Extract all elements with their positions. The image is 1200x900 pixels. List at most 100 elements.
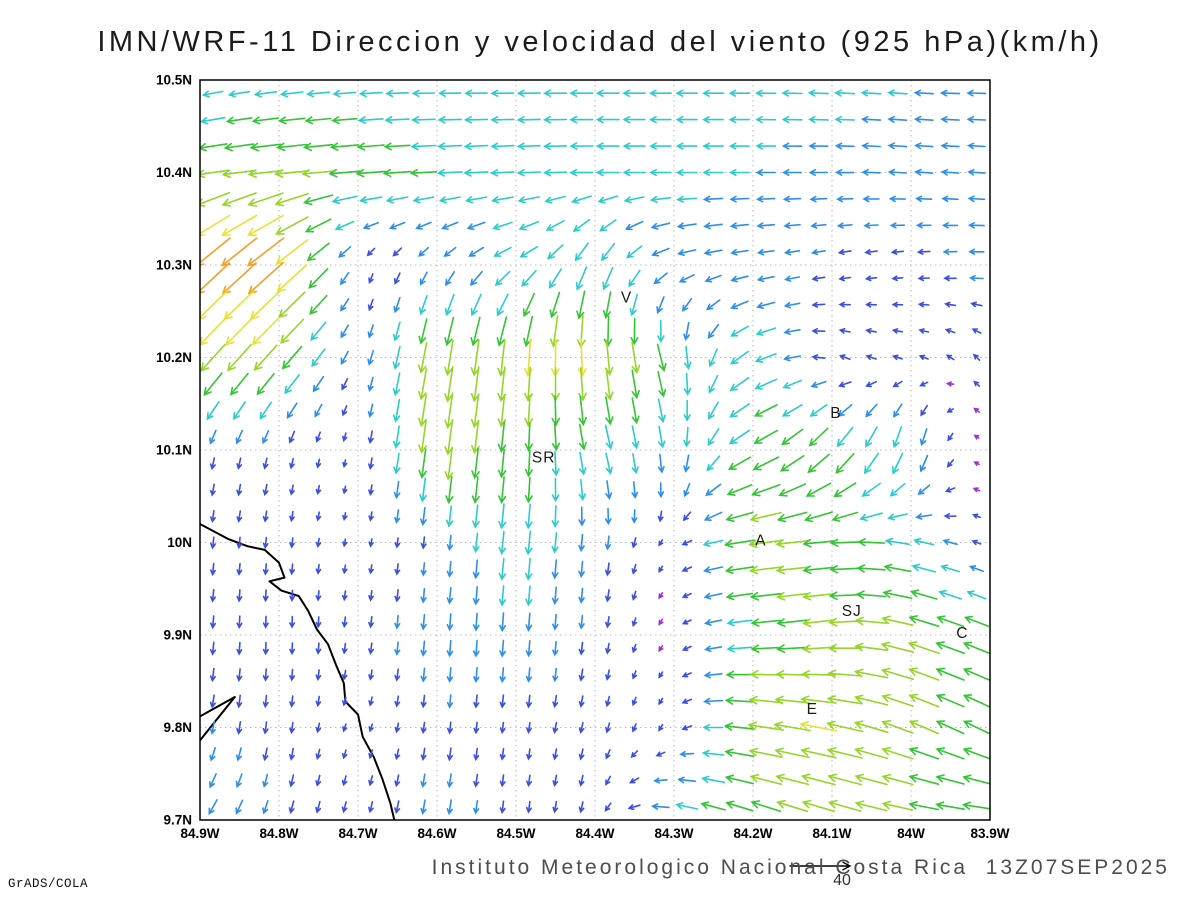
wind-arrow — [420, 667, 427, 683]
wind-arrow — [341, 590, 348, 602]
wind-arrow — [338, 246, 352, 258]
wind-arrow — [908, 774, 940, 785]
wind-arrow — [962, 747, 990, 760]
wind-arrow — [289, 642, 296, 656]
wind-arrow — [755, 169, 776, 176]
wind-arrow — [724, 565, 755, 575]
wind-arrow — [274, 193, 309, 207]
wind-arrow — [856, 564, 886, 573]
wind-arrow — [860, 89, 882, 97]
wind-arrow — [597, 195, 619, 204]
wind-arrow — [908, 747, 939, 760]
wind-arrow — [210, 615, 217, 630]
wind-arrow — [805, 482, 832, 497]
wind-arrow — [908, 667, 940, 681]
lon-tick-label: 84.9W — [180, 826, 219, 841]
wind-arrow — [604, 535, 611, 551]
wind-arrow — [631, 453, 639, 475]
wind-arrow — [724, 774, 755, 785]
wind-arrow — [605, 480, 613, 501]
wind-arrow — [810, 222, 827, 229]
wind-arrow — [552, 721, 559, 734]
wind-arrow — [756, 275, 775, 283]
wind-arrow — [225, 316, 254, 346]
wind-arrow — [703, 249, 723, 256]
wind-arrow — [368, 273, 374, 284]
wind-arrow — [828, 617, 862, 627]
wind-arrow — [973, 407, 980, 413]
wind-arrow — [578, 587, 585, 604]
wind-arrow — [966, 89, 987, 97]
plot-frame — [199, 79, 991, 821]
wind-arrow — [918, 354, 929, 360]
wind-arrow — [756, 222, 775, 229]
wind-arrow — [368, 538, 374, 548]
wind-arrow — [936, 615, 965, 627]
wind-arrow — [595, 168, 620, 177]
wind-arrow — [630, 317, 639, 346]
wind-arrow — [392, 398, 401, 423]
wind-arrow — [808, 116, 829, 124]
wind-arrow — [578, 533, 585, 553]
wind-arrow — [656, 296, 665, 314]
reference-arrow-glyph — [789, 861, 852, 871]
wind-arrow — [368, 696, 374, 707]
wind-arrow — [940, 116, 960, 123]
wind-arrow — [782, 379, 802, 389]
wind-arrow — [284, 374, 300, 395]
lon-tick-label: 84.1W — [812, 826, 851, 841]
wind-arrow — [966, 142, 986, 150]
wind-arrow — [579, 451, 587, 476]
wind-arrow — [525, 694, 532, 709]
wind-arrow — [752, 456, 780, 471]
wind-arrow — [315, 484, 322, 496]
wind-arrow — [935, 720, 965, 735]
wind-arrow — [658, 671, 664, 679]
wind-arrow — [799, 721, 838, 732]
wind-arrow — [444, 293, 455, 317]
wind-arrow — [315, 722, 322, 734]
wind-arrow — [946, 459, 954, 468]
wind-arrow — [575, 266, 588, 291]
wind-arrow — [418, 318, 428, 345]
wind-arrow — [914, 142, 934, 150]
wind-arrow — [623, 196, 645, 204]
wind-arrow — [315, 642, 322, 655]
wind-arrow — [682, 511, 692, 522]
wind-arrow — [935, 693, 965, 708]
wind-arrow — [341, 801, 348, 814]
wind-arrow — [200, 289, 229, 320]
wind-arrow — [569, 168, 594, 177]
wind-arrow — [289, 721, 295, 735]
wind-arrow — [941, 195, 959, 203]
reference-vector-label: 40 — [833, 872, 851, 889]
wind-arrow — [276, 142, 308, 152]
wind-arrow — [524, 422, 533, 452]
wind-arrow — [236, 641, 243, 656]
lon-tick-label: 84W — [897, 826, 925, 841]
wind-arrow — [552, 667, 559, 683]
wind-arrow — [446, 694, 454, 709]
wind-arrow — [749, 591, 782, 601]
wind-arrow — [626, 245, 643, 259]
wind-arrow — [631, 341, 641, 375]
reference-vector-arrow — [789, 861, 852, 871]
wind-arrow — [783, 328, 801, 335]
wind-arrow — [436, 168, 463, 177]
wind-arrow — [838, 381, 852, 388]
wind-arrow — [749, 511, 782, 523]
wind-arrow — [703, 592, 723, 600]
wind-arrow — [853, 747, 889, 760]
wind-arrow — [552, 748, 559, 761]
wind-arrow — [728, 169, 750, 176]
wind-arrow — [627, 804, 641, 811]
wind-arrow — [210, 588, 217, 603]
wind-arrow — [834, 89, 856, 97]
wind-arrow — [367, 430, 374, 445]
wind-arrow — [571, 195, 592, 204]
wind-arrow — [367, 349, 374, 366]
wind-arrow — [756, 195, 776, 203]
wind-arrow — [915, 195, 933, 203]
wind-arrow — [861, 168, 881, 176]
wind-arrow — [838, 328, 851, 334]
